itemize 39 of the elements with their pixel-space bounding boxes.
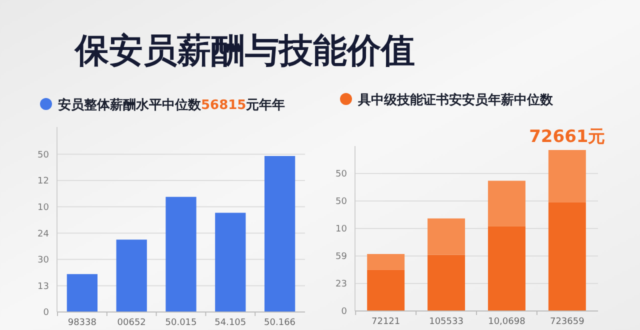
text: 0 <box>43 308 50 318</box>
chart-title: 保安员薪酬与技能价值 <box>73 31 415 71</box>
text: 13 <box>38 282 49 292</box>
text: 10 <box>38 202 50 213</box>
bar <box>264 156 296 312</box>
text: 59 <box>336 252 348 262</box>
x-tick-label: 105533 <box>429 317 464 327</box>
bar <box>488 180 526 226</box>
text: 50 <box>38 150 50 160</box>
legend-label: 安员整体薪酬水平中位数56815元年年 <box>58 97 286 113</box>
x-tick-label: 10,0698 <box>488 317 526 327</box>
bar <box>367 270 405 311</box>
x-tick-label: 98338 <box>68 318 97 328</box>
bar <box>548 202 586 311</box>
annotation: 72661元 <box>529 127 606 147</box>
text: 30 <box>38 256 50 266</box>
bar <box>166 196 196 312</box>
x-tick-label: 54.105 <box>214 318 246 328</box>
text: 50 <box>336 170 348 180</box>
x-tick-label: 50.015 <box>165 318 197 328</box>
x-tick-label: 50.166 <box>264 318 296 328</box>
text: 12 <box>38 176 49 187</box>
bar <box>488 226 526 311</box>
text: 23 <box>336 280 347 290</box>
x-tick-label: 00652 <box>117 318 146 328</box>
x-tick-label: 72121 <box>372 317 400 327</box>
bar <box>548 150 586 202</box>
bar <box>215 212 246 312</box>
text: 10 <box>336 224 348 235</box>
bar <box>116 240 147 312</box>
text: 50 <box>336 197 348 208</box>
legend-label: 具中级技能证书安安员年薪中位数 <box>357 92 554 108</box>
text: 24 <box>38 229 50 240</box>
bar <box>367 254 405 270</box>
bar <box>428 218 466 255</box>
bar <box>66 274 98 312</box>
x-tick-label: 723659 <box>550 317 585 327</box>
text: 0 <box>341 307 348 318</box>
bar <box>428 254 466 311</box>
